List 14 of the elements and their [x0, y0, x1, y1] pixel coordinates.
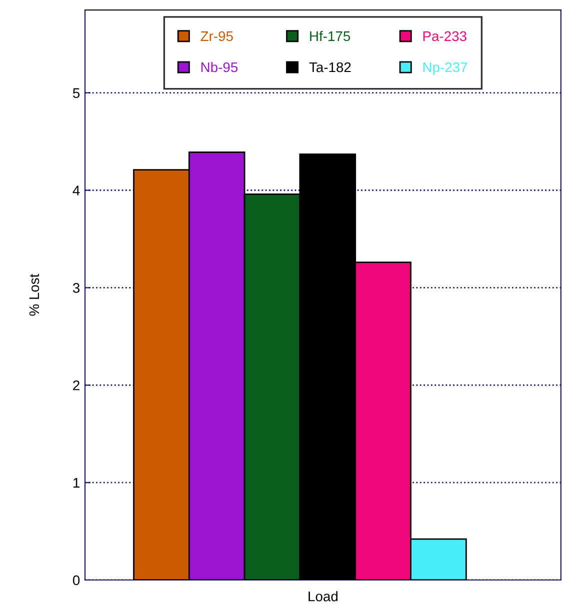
- legend-label: Zr-95: [200, 31, 233, 42]
- x-axis-title: Load: [308, 591, 338, 602]
- legend-label: Np-237: [423, 62, 468, 75]
- y-tick-label: 1: [73, 478, 80, 488]
- y-tick-label: 5: [72, 88, 80, 98]
- y-axis-title: % Lost: [29, 274, 40, 316]
- legend-label: Hf-175: [310, 30, 350, 42]
- y-tick-label: 3: [72, 283, 80, 293]
- legend-label: Ta-182: [309, 62, 351, 72]
- y-tick-label: 2: [73, 380, 80, 390]
- y-tick-label: 0: [72, 575, 80, 586]
- legend-label: Pa-233: [423, 31, 466, 42]
- y-tick-label: 4: [72, 186, 80, 196]
- legend-label: Nb-95: [201, 62, 238, 72]
